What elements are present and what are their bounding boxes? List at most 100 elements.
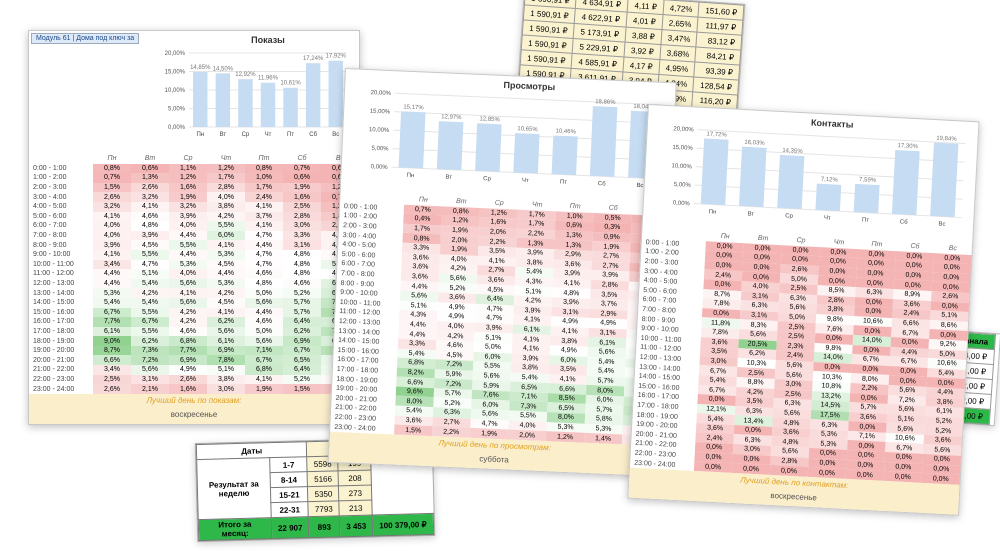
x-tick-label: Пн	[407, 173, 415, 179]
heat-cell: 3,4%	[93, 259, 131, 270]
hour-label: 23:00 - 24:00	[33, 385, 75, 393]
week-cell: 213	[339, 500, 373, 516]
heat-cell: 5,6%	[169, 278, 207, 289]
day-header: Вс	[335, 155, 345, 163]
heat-cell: 7,2%	[131, 355, 169, 366]
bar-value-label: 18,04%	[633, 104, 654, 111]
heat-cell: 4,4%	[169, 249, 207, 260]
hour-label: 4:00 - 5:00	[33, 203, 67, 211]
x-tick-label: Пт	[862, 217, 870, 223]
hour-label: 15:00 - 16:00	[33, 308, 75, 316]
x-tick-label: Ср	[785, 213, 794, 219]
hour-label: 20:00 - 21:00	[33, 356, 75, 364]
heat-cell: 5,0%	[245, 326, 283, 337]
heat-cell: 4,0%	[169, 269, 207, 279]
y-tick-label: 5,00%	[371, 146, 389, 153]
heatmap-row: 12:00 - 13:004,4%5,4%5,6%5,3%4,8%4,6%6,0…	[29, 278, 359, 289]
heatmap-row: 2:00 - 3:001,5%2,6%1,6%2,8%1,7%1,9%1,2%	[29, 182, 359, 193]
grid-line	[394, 92, 663, 106]
heat-cell: 4,8%	[131, 221, 169, 231]
y-tick-label: 10,00%	[671, 163, 692, 170]
heat-cell: 2,6%	[169, 374, 207, 385]
heatmap-row: 20:00 - 21:006,6%7,2%6,9%7,8%6,7%6,5%5,6…	[29, 355, 359, 366]
heat-cell: 5,4%	[93, 297, 131, 308]
heat-cell: 6,9%	[169, 355, 207, 366]
day-header: Вт	[144, 155, 156, 163]
heat-cell: 5,6%	[169, 297, 207, 308]
heat-cell: 5,2%	[283, 288, 321, 298]
heat-cell: 6,8%	[245, 365, 283, 375]
bar	[930, 142, 959, 218]
heat-cell: 0,8%	[245, 163, 283, 174]
report-panel: Просмотры 0,00% 5,00% 10,00% 15,00% 20,00% 15,…	[327, 68, 677, 477]
heat-cell: 4,0%	[93, 230, 131, 241]
heat-cell: 4,6%	[169, 326, 207, 337]
heat-cell: 5,6%	[245, 297, 283, 308]
heat-cell: 4,2%	[207, 211, 245, 222]
hour-label: 1:00 - 2:00	[33, 174, 67, 182]
heat-cell: 2,1%	[131, 384, 169, 394]
hour-label: 5:00 - 6:00	[33, 212, 67, 220]
heat-cell: 3,8%	[207, 374, 245, 385]
heat-cell: 1,5%	[283, 384, 321, 394]
x-tick-label: Чт	[824, 215, 831, 221]
heat-cell: 6,9%	[283, 336, 321, 346]
week-cell: 1-7	[269, 456, 308, 473]
heat-cell: 5,3%	[169, 259, 207, 270]
bar	[589, 106, 618, 177]
bar	[238, 79, 253, 127]
report-panel: Контакты 0,00% 5,00% 10,00% 15,00% 20,00% 17,7…	[627, 104, 980, 516]
hour-label: 16:00 - 17:00	[33, 318, 75, 326]
heat-cell: 4,7%	[131, 259, 169, 270]
module-select[interactable]: Модуль 61 | Дома под ключ за	[31, 33, 140, 44]
heat-cell: 1,3%	[131, 173, 169, 183]
heatmap-row: 17:00 - 18:006,1%5,5%4,6%5,6%5,0%6,2%7,3…	[29, 326, 359, 337]
heat-cell: 3,8%	[207, 201, 245, 212]
bar-value-label: 17,24%	[303, 56, 324, 62]
heatmap-row: 14:00 - 15:005,4%5,4%5,6%4,5%5,6%5,7%7,0…	[29, 297, 359, 308]
hour-label: 17:00 - 18:00	[33, 327, 75, 335]
heat-cell: 4,6%	[245, 317, 283, 327]
x-tick-label: Пн	[709, 209, 717, 215]
heatmap-row: 8:00 - 9:003,9%4,5%5,5%4,1%4,4%3,1%4,1%	[29, 240, 359, 250]
y-tick-label: 15,00%	[672, 145, 693, 152]
week-cell: 5350	[307, 485, 340, 502]
heat-cell: 5,1%	[207, 365, 245, 375]
heat-cell: 4,1%	[131, 201, 169, 212]
hour-label: 22:00 - 23:00	[33, 375, 75, 383]
heatmap-row: 3:00 - 4:002,6%3,2%1,9%4,0%2,4%1,6%0,7%	[29, 192, 359, 202]
bar-value-label: 12,85%	[479, 116, 500, 123]
y-tick-label: 15,00%	[165, 70, 186, 76]
heat-cell: 5,7%	[283, 297, 321, 308]
heat-cell: 1,5%	[93, 182, 131, 193]
heat-cell: 4,4%	[93, 269, 131, 279]
x-tick-label: Пн	[196, 132, 204, 138]
x-tick-label: Ср	[242, 132, 250, 138]
heat-cell: 4,0%	[169, 221, 207, 231]
heat-cell: 4,1%	[207, 240, 245, 250]
heatmap-row: 7:00 - 8:004,0%3,9%4,4%6,0%4,7%3,3%4,1%	[29, 230, 359, 241]
heat-cell: 4,7%	[245, 259, 283, 270]
heat-cell: 7,1%	[245, 345, 283, 356]
bar	[551, 135, 578, 176]
heat-cell: 5,5%	[131, 249, 169, 260]
heat-cell: 5,7%	[283, 307, 321, 318]
heat-cell: 6,4%	[283, 317, 321, 327]
heat-cell: 4,2%	[169, 307, 207, 318]
heat-cell: 4,0%	[207, 192, 245, 202]
bar-value-label: 17,72%	[706, 132, 727, 139]
week-cell: 22-31	[270, 501, 309, 518]
heat-cell: 4,1%	[245, 201, 283, 212]
heat-cell: 4,6%	[283, 278, 321, 289]
heat-cell: 3,2%	[169, 201, 207, 212]
hour-label: 18:00 - 19:00	[33, 337, 75, 345]
week-total: 100 379,00 ₽	[372, 513, 434, 536]
heatmap-table: Пн Вт Ср Чт Пт Сб Вс 0:00 - 1:00 0,0% 0,0% 0,0% 0,0…	[630, 228, 972, 485]
bar-chart: Просмотры 0,00% 5,00% 10,00% 15,00% 20,00% 15,…	[369, 80, 663, 189]
grid-line	[697, 129, 966, 145]
bar-value-label: 11,96%	[258, 76, 279, 82]
bar	[513, 133, 540, 174]
heat-cell: 4,5%	[207, 297, 245, 308]
x-tick-label: Вт	[220, 132, 227, 138]
y-tick-label: 5,00%	[674, 182, 692, 189]
